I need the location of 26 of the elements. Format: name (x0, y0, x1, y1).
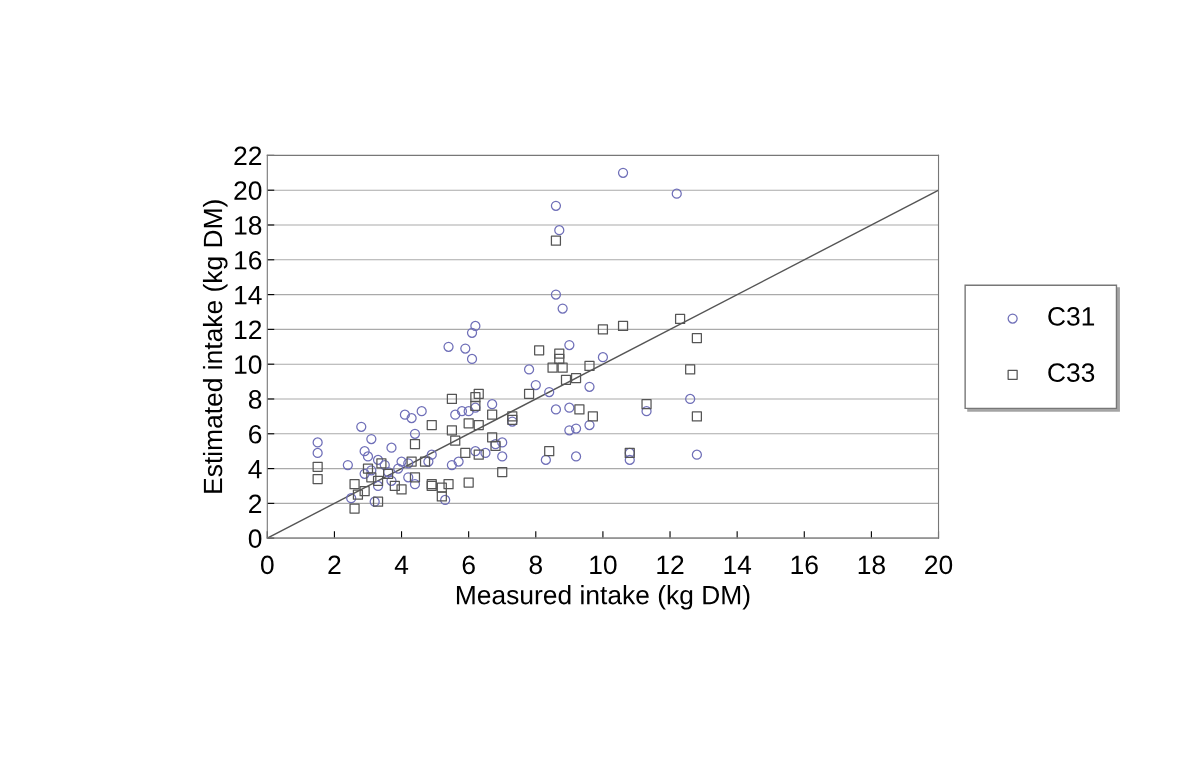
y-tick-label: 22 (234, 146, 262, 165)
y-tick-label: 18 (235, 216, 262, 235)
y-tick-label: 10 (235, 355, 262, 375)
x-tick-label: 16 (791, 555, 818, 575)
y-tick-label: 2 (249, 494, 262, 513)
x-tick-label: 8 (529, 555, 542, 575)
y-tick-label: 4 (248, 459, 262, 479)
y-tick-label: 12 (235, 320, 262, 339)
x-tick-label: 14 (724, 555, 752, 574)
legend-label: C33 (1048, 363, 1095, 382)
y-tick-label: 0 (248, 529, 262, 548)
y-tick-label: 14 (235, 285, 262, 305)
y-tick-label: 16 (235, 250, 262, 270)
x-tick-label: 12 (657, 555, 684, 574)
x-tick-label: 18 (858, 555, 885, 575)
y-axis-title: Estimated intake (kg DM) (202, 200, 228, 493)
x-tick-label: 6 (462, 555, 475, 575)
x-tick-label: 10 (590, 555, 617, 575)
y-tick-label: 6 (249, 424, 262, 444)
y-tick-label: 8 (248, 390, 262, 409)
x-axis-title: Measured intake (kg DM) (456, 585, 750, 610)
x-tick-label: 20 (925, 555, 953, 575)
x-tick-label: 4 (394, 555, 409, 574)
y-tick-label: 20 (234, 181, 262, 201)
legend-label: C31 (1048, 307, 1095, 326)
x-tick-label: 2 (328, 555, 341, 574)
